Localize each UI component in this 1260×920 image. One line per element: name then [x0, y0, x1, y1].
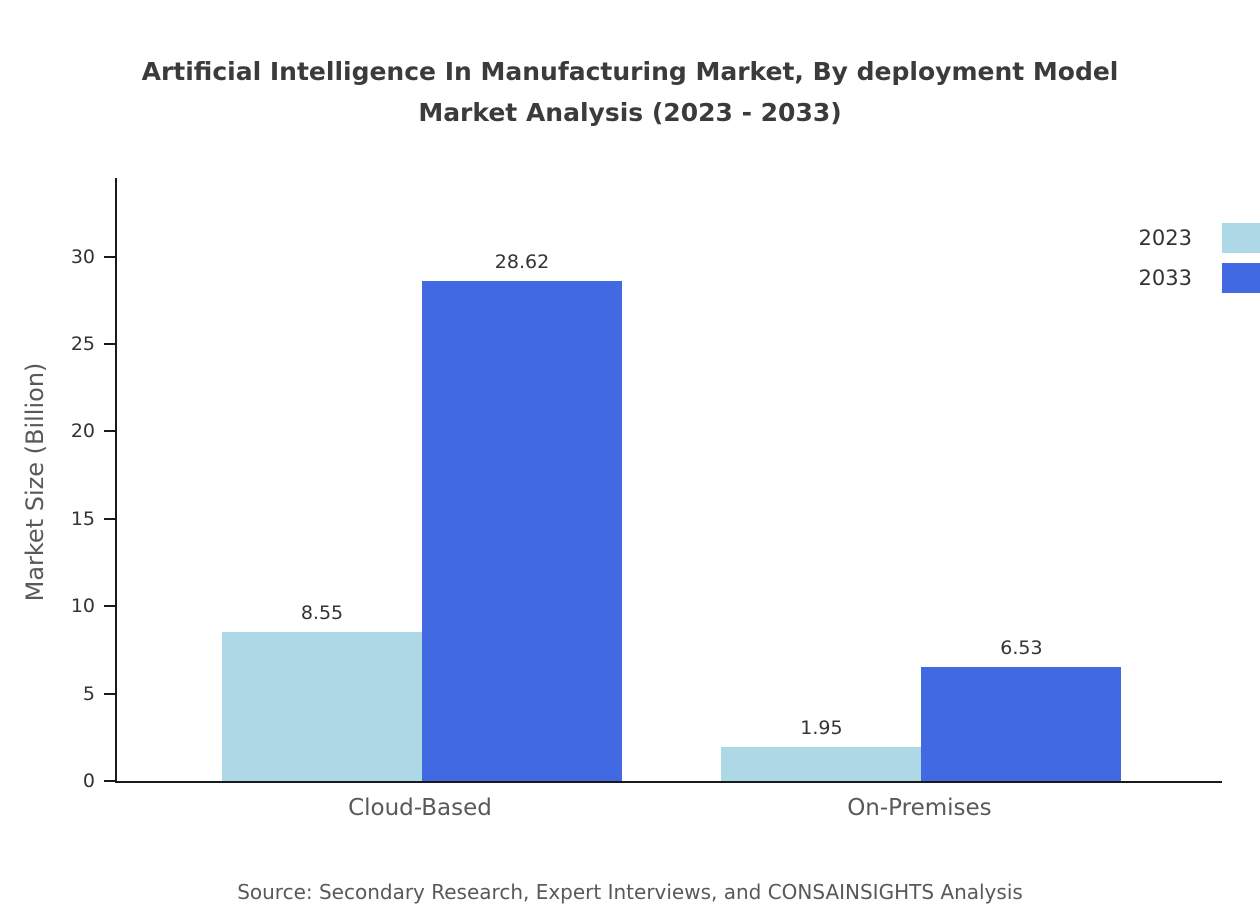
legend-label: 2023	[1138, 226, 1192, 250]
y-tick-mark	[104, 605, 117, 608]
y-tick-label: 5	[82, 682, 95, 705]
legend: 2023 2033	[1139, 218, 1260, 298]
bar-value-label: 1.95	[800, 716, 843, 739]
y-tick-label: 15	[70, 507, 95, 530]
bar-2023-on-premises	[721, 746, 922, 781]
bar-value-label: 6.53	[1000, 636, 1043, 659]
y-tick-mark	[104, 692, 117, 695]
chart-title: Artificial Intelligence In Manufacturing…	[0, 52, 1260, 133]
y-tick-mark	[104, 780, 117, 782]
y-axis-label: Market Size (Billion)	[21, 362, 49, 602]
legend-entry-2033: 2033	[1139, 258, 1260, 298]
bar-value-label: 8.55	[300, 601, 344, 624]
bar-2023-cloud-based	[221, 631, 422, 781]
x-category-label-on-premises: On-Premises	[847, 795, 992, 821]
y-tick-label: 25	[70, 333, 95, 356]
legend-swatch-icon	[1222, 223, 1260, 253]
y-tick-label: 30	[70, 245, 95, 268]
y-tick-mark	[104, 255, 117, 258]
source-text: Source: Secondary Research, Expert Inter…	[237, 880, 1023, 904]
x-category-label-cloud-based: Cloud-Based	[348, 795, 492, 821]
y-tick-mark	[104, 430, 117, 433]
bar-2033-on-premises	[921, 666, 1122, 781]
plot-area: 0 5 10 15 20 25 30 8.55 28.62 1.95 6.53	[71, 178, 1222, 792]
legend-entry-2023: 2023	[1139, 218, 1260, 258]
chart-title-line2: Market Analysis (2023 - 2033)	[418, 97, 842, 127]
y-tick-label: 0	[82, 770, 95, 792]
chart-title-line1: Artificial Intelligence In Manufacturing…	[141, 57, 1119, 86]
bar-value-label: 28.62	[494, 250, 550, 273]
bar-2033-cloud-based	[421, 280, 622, 781]
legend-label: 2033	[1138, 266, 1192, 290]
y-tick-mark	[104, 517, 117, 520]
legend-swatch-icon	[1222, 263, 1260, 293]
y-tick-label: 20	[70, 420, 95, 443]
y-tick-label: 10	[70, 595, 95, 618]
y-tick-mark	[104, 343, 117, 346]
